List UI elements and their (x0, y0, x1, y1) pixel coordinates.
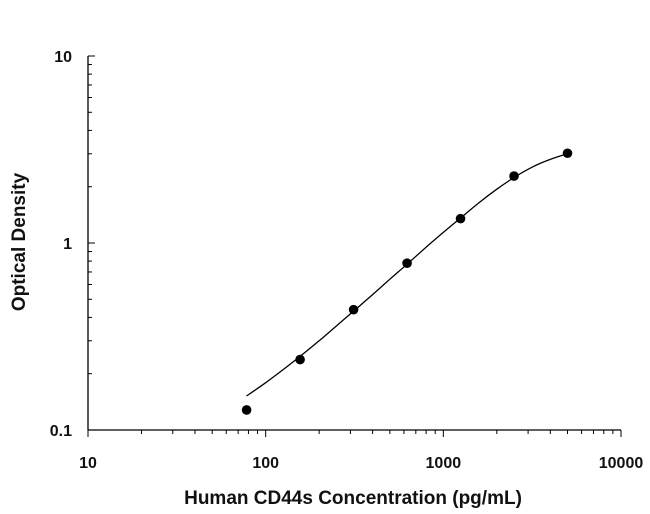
y-tick-label: 0.1 (50, 423, 72, 440)
x-axis-tick-labels: 10 100 1000 10000 (79, 455, 643, 472)
x-tick-label: 100 (252, 455, 279, 472)
y-axis-ticks (88, 55, 95, 431)
y-axis-title: Optical Density (9, 172, 30, 311)
data-point (241, 405, 252, 415)
x-axis-title: Human CD44s Concentration (pg/mL) (184, 488, 522, 509)
y-axis-tick-labels: 0.1 1 10 (50, 49, 72, 440)
x-axis-ticks (87, 430, 622, 437)
data-point (295, 354, 305, 365)
data-point (402, 258, 412, 268)
data-point (348, 304, 359, 315)
x-tick-label: 10 (79, 455, 97, 472)
data-points (241, 148, 573, 415)
y-tick-label: 1 (63, 236, 72, 253)
data-point (562, 148, 573, 159)
x-tick-label: 1000 (426, 455, 462, 472)
y-tick-label: 10 (54, 49, 72, 66)
fit-curve-group (246, 153, 568, 397)
data-point (455, 213, 466, 224)
axes (87, 56, 621, 431)
x-tick-label: 10000 (599, 455, 644, 472)
fit-curve (246, 153, 568, 397)
data-point (509, 171, 519, 181)
